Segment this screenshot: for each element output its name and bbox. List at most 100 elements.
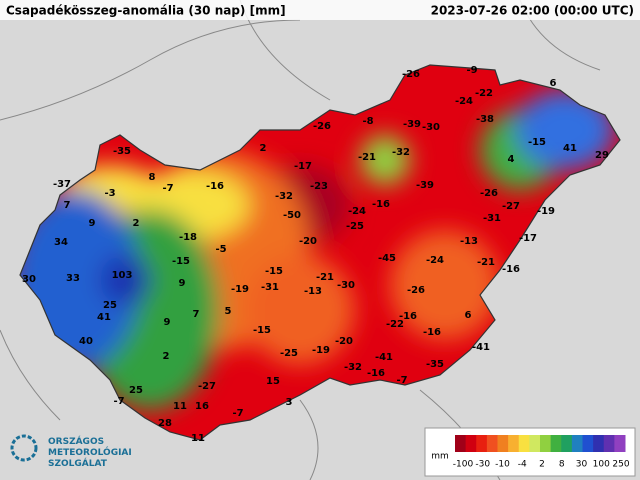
- station-value: -19: [312, 345, 330, 356]
- station-value: 9: [164, 317, 171, 328]
- station-value: -35: [426, 359, 444, 370]
- station-value: -7: [113, 396, 124, 407]
- station-value: -13: [460, 236, 478, 247]
- station-value: -26: [480, 188, 498, 199]
- legend-tick-label: 2: [539, 460, 545, 470]
- station-value: 103: [112, 270, 133, 281]
- header-bar: [0, 0, 640, 20]
- station-value: 2: [163, 351, 170, 362]
- station-value: -15: [528, 137, 546, 148]
- title: Csapadékösszeg-anomália (30 nap) [mm]: [6, 4, 286, 18]
- station-value: -20: [299, 236, 317, 247]
- station-value: -24: [455, 96, 473, 107]
- station-value: -24: [426, 255, 444, 266]
- station-value: 33: [66, 273, 80, 284]
- station-value: -35: [113, 146, 131, 157]
- station-value: -22: [386, 319, 404, 330]
- station-value: 2: [133, 218, 140, 229]
- legend-tick-label: 100: [593, 460, 610, 470]
- station-value: -7: [232, 408, 243, 419]
- legend-swatch: [593, 435, 605, 452]
- station-value: -30: [337, 280, 355, 291]
- legend-tick-label: -30: [475, 460, 490, 470]
- station-value: -25: [280, 348, 298, 359]
- station-value: -39: [416, 180, 434, 191]
- station-value: -16: [206, 181, 224, 192]
- station-value: -16: [423, 327, 441, 338]
- station-value: -21: [358, 152, 376, 163]
- station-value: -16: [372, 199, 390, 210]
- station-value: -27: [198, 381, 216, 392]
- legend-swatch: [518, 435, 530, 452]
- station-value: -15: [253, 325, 271, 336]
- station-value: -3: [104, 188, 115, 199]
- station-value: -26: [402, 69, 420, 80]
- station-value: -45: [378, 253, 396, 264]
- station-value: 4: [508, 154, 515, 165]
- legend-swatch: [508, 435, 520, 452]
- legend-swatch: [529, 435, 541, 452]
- station-value: -39: [403, 119, 421, 130]
- station-value: 29: [595, 150, 609, 161]
- legend-swatch: [550, 435, 562, 452]
- logo-line: METEOROLÓGIAI: [48, 446, 132, 458]
- station-value: -25: [346, 221, 364, 232]
- legend-swatch: [614, 435, 626, 452]
- station-value: 7: [193, 309, 200, 320]
- station-value: -16: [367, 368, 385, 379]
- station-value: 3: [286, 397, 293, 408]
- station-value: -18: [179, 232, 197, 243]
- station-value: -7: [396, 375, 407, 386]
- station-value: -30: [422, 122, 440, 133]
- station-value: 9: [89, 218, 96, 229]
- station-value: 15: [266, 376, 280, 387]
- legend-swatch: [497, 435, 509, 452]
- station-value: -13: [304, 286, 322, 297]
- legend-swatch: [571, 435, 583, 452]
- station-value: -31: [483, 213, 501, 224]
- station-value: -41: [472, 342, 490, 353]
- station-value: 41: [563, 143, 577, 154]
- station-value: -37: [53, 179, 71, 190]
- logo-line: SZOLGÁLAT: [48, 457, 108, 469]
- legend-unit: mm: [431, 452, 449, 462]
- station-value: -38: [476, 114, 494, 125]
- borders: [0, 0, 601, 480]
- legend-swatch: [486, 435, 498, 452]
- station-value: -23: [310, 181, 328, 192]
- station-values: -26 -96-24-22-38-8 -39 -30-26-1541292-35-21…: [22, 65, 609, 444]
- station-value: -21: [316, 272, 334, 283]
- station-value: -32: [392, 147, 410, 158]
- station-value: -16: [502, 264, 520, 275]
- station-value: 2: [260, 143, 267, 154]
- station-value: -8: [362, 116, 373, 127]
- station-value: 25: [103, 300, 117, 311]
- station-value: 28: [158, 418, 172, 429]
- station-value: 40: [79, 336, 93, 347]
- station-value: -17: [519, 233, 537, 244]
- legend-tick-label: -100: [453, 460, 474, 470]
- legend-swatch: [476, 435, 488, 452]
- station-value: 6: [465, 310, 472, 321]
- station-value: 30: [22, 274, 36, 285]
- station-value: -5: [215, 244, 226, 255]
- legend-tick-label: -4: [518, 460, 527, 470]
- station-value: -15: [172, 256, 190, 267]
- station-value: -24: [348, 206, 366, 217]
- station-value: -21: [477, 257, 495, 268]
- station-value: 11: [191, 433, 205, 444]
- station-value: -19: [537, 206, 555, 217]
- timestamp: 2023-07-26 02:00 (00:00 UTC): [431, 4, 634, 18]
- station-value: -19: [231, 284, 249, 295]
- station-value: -16: [399, 311, 417, 322]
- station-value: -17: [294, 161, 312, 172]
- logo: ORSZÁGOS METEOROLÓGIAI SZOLGÁLAT: [10, 434, 132, 469]
- station-value: 25: [129, 385, 143, 396]
- station-value: 5: [225, 306, 232, 317]
- legend-tick-label: -10: [495, 460, 510, 470]
- station-value: -9: [466, 65, 477, 76]
- station-value: -26: [313, 121, 331, 132]
- legend-swatch: [582, 435, 594, 452]
- legend-swatch: [540, 435, 552, 452]
